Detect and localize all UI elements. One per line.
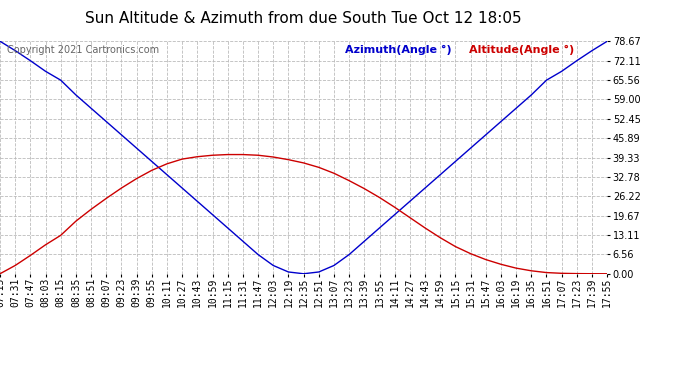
Text: Sun Altitude & Azimuth from due South Tue Oct 12 18:05: Sun Altitude & Azimuth from due South Tu… — [86, 11, 522, 26]
Text: Azimuth(Angle °): Azimuth(Angle °) — [345, 45, 452, 55]
Text: Altitude(Angle °): Altitude(Angle °) — [469, 45, 575, 55]
Text: Copyright 2021 Cartronics.com: Copyright 2021 Cartronics.com — [7, 45, 159, 55]
